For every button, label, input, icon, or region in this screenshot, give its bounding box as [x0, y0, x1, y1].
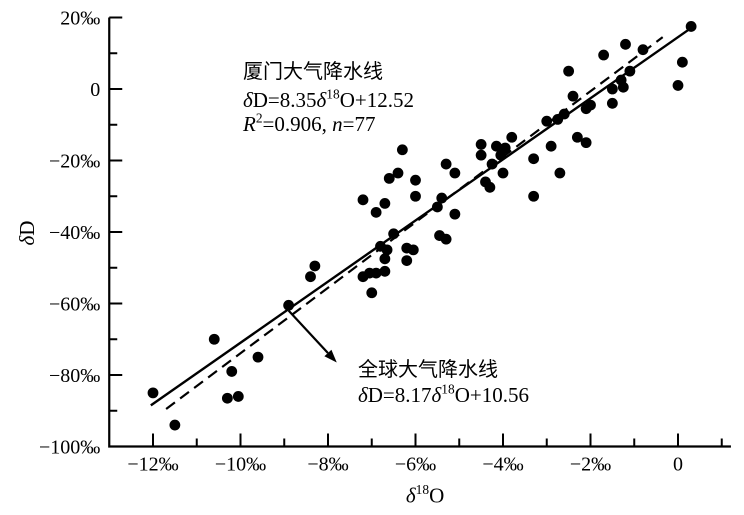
- data-point: [580, 137, 592, 149]
- data-point: [484, 181, 496, 193]
- data-point: [221, 392, 233, 404]
- x-tick-label: −12‰: [127, 454, 178, 476]
- data-point: [388, 228, 400, 240]
- data-point: [407, 244, 419, 256]
- data-point: [475, 149, 487, 161]
- data-point: [541, 115, 553, 127]
- data-point: [309, 260, 321, 272]
- data-point: [528, 153, 540, 165]
- data-point: [436, 192, 448, 204]
- data-point: [305, 271, 316, 283]
- data-point: [383, 172, 395, 184]
- global-meteoric-water-line: [165, 36, 664, 410]
- xiamen-line-annotation: R2=0.906, n=77: [242, 111, 375, 136]
- global-line-annotation: δD=8.17δ18O+10.56: [358, 382, 529, 407]
- y-tick-label: 0: [90, 79, 100, 101]
- data-point: [497, 167, 509, 179]
- data-point: [598, 49, 610, 61]
- data-point: [283, 299, 295, 311]
- data-point: [370, 267, 382, 279]
- data-point: [431, 201, 443, 213]
- data-point: [370, 206, 382, 218]
- x-axis-title: δ18O: [406, 482, 444, 507]
- data-point: [606, 83, 618, 95]
- data-point: [401, 255, 413, 266]
- x-tick-label: 0: [673, 454, 683, 476]
- data-point: [147, 387, 159, 399]
- data-point: [495, 149, 507, 161]
- data-point: [580, 103, 592, 115]
- data-point: [440, 233, 452, 245]
- data-point: [571, 131, 583, 143]
- data-point: [620, 38, 631, 50]
- data-point: [617, 81, 629, 93]
- data-point: [379, 253, 391, 265]
- data-point: [169, 419, 181, 431]
- arrowhead-icon: [324, 349, 337, 363]
- xiamen-meteoric-water-line: [150, 25, 694, 407]
- xiamen-line-annotation: δD=8.35δ18O+12.52: [243, 87, 414, 112]
- data-point: [528, 190, 540, 202]
- data-point: [410, 174, 421, 186]
- data-point: [366, 287, 378, 299]
- x-tick-label: −2‰: [570, 454, 611, 476]
- data-point: [410, 190, 421, 202]
- regression-lines: [150, 25, 694, 410]
- y-axis-title: δD: [15, 221, 39, 246]
- x-tick-label: −10‰: [215, 454, 266, 476]
- data-point: [226, 366, 238, 377]
- data-point: [506, 131, 518, 143]
- y-tick-label: −40‰: [49, 222, 100, 244]
- data-point: [232, 391, 244, 402]
- tick-labels: 20‰ 0 −20‰ −40‰ −60‰ −80‰ −100‰ −12‰ −10‰ −8‰ −6‰ −…: [39, 8, 683, 476]
- axis-labels: δ18O δD: [15, 221, 444, 508]
- data-point: [606, 97, 618, 109]
- data-point: [252, 351, 264, 363]
- data-point: [486, 158, 498, 170]
- data-point: [685, 21, 697, 32]
- data-point: [392, 167, 404, 179]
- data-point: [491, 140, 502, 152]
- x-tick-label: −4‰: [482, 454, 523, 476]
- data-point: [449, 167, 461, 179]
- data-point: [554, 167, 566, 179]
- data-point: [637, 44, 649, 56]
- scatter-points: [147, 21, 697, 431]
- y-tick-label: −60‰: [49, 294, 100, 316]
- data-point: [552, 113, 564, 125]
- data-point: [357, 194, 369, 206]
- y-tick-label: 20‰: [60, 8, 100, 30]
- x-tick-label: −8‰: [307, 454, 348, 476]
- data-point: [567, 90, 579, 102]
- annotation-arrow: [287, 309, 337, 363]
- data-point: [672, 80, 684, 91]
- data-point: [440, 158, 452, 170]
- data-point: [475, 139, 487, 150]
- data-point: [381, 244, 393, 256]
- xiamen-line-annotation: 厦门大气降水线: [243, 60, 383, 83]
- data-point: [208, 333, 220, 345]
- data-point: [545, 140, 557, 152]
- data-point: [676, 56, 688, 68]
- y-tick-label: −80‰: [49, 365, 100, 387]
- axis-ticks: [109, 16, 723, 448]
- arrow-shaft: [287, 309, 329, 354]
- data-point: [379, 265, 391, 277]
- data-point: [396, 144, 408, 156]
- y-tick-label: −20‰: [49, 151, 100, 173]
- data-point: [379, 198, 391, 209]
- global-line-annotation: 全球大气降水线: [358, 358, 498, 381]
- data-point: [624, 65, 636, 77]
- y-tick-label: −100‰: [39, 437, 100, 459]
- x-tick-label: −6‰: [395, 454, 436, 476]
- data-point: [449, 208, 461, 220]
- data-point: [563, 65, 575, 77]
